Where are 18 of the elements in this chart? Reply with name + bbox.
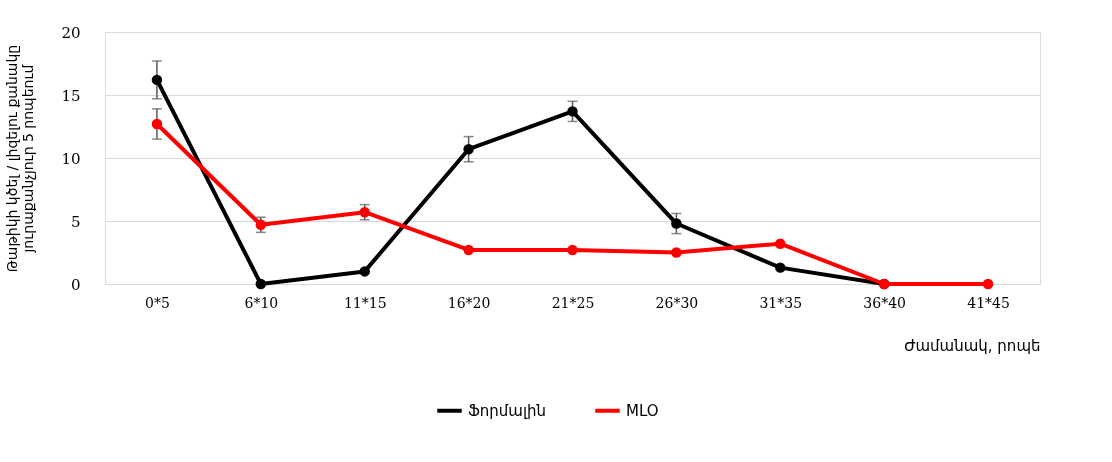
y-tick-label: 5: [70, 212, 81, 231]
x-tick-label: 11*15: [343, 294, 387, 311]
x-axis-title: Ժամանակ, րոպե: [904, 336, 1041, 355]
x-tick-label: 41*45: [967, 294, 1010, 311]
x-tick-label: 16*20: [447, 294, 491, 311]
x-tick-label: 0*5: [145, 294, 170, 311]
legend-label: MLO: [626, 401, 659, 420]
x-tick-label: 31*35: [759, 294, 803, 311]
y-tick-label: 10: [61, 149, 81, 168]
x-tick-label: 36*40: [863, 294, 906, 311]
y-axis-title: Թաթիկի կծել / լիզելու քանակը յուրաքանչյուր 5 րոպեում: [4, 44, 37, 273]
x-tick-label: 6*10: [244, 294, 279, 311]
x-tick-label: 21*25: [551, 294, 595, 311]
x-tick-label: 26*30: [655, 294, 699, 311]
y-tick-label: 20: [61, 23, 81, 42]
legend-label: Ֆորմալին: [468, 401, 547, 420]
y-tick-label: 0: [70, 275, 81, 294]
y-tick-label: 15: [61, 86, 81, 105]
